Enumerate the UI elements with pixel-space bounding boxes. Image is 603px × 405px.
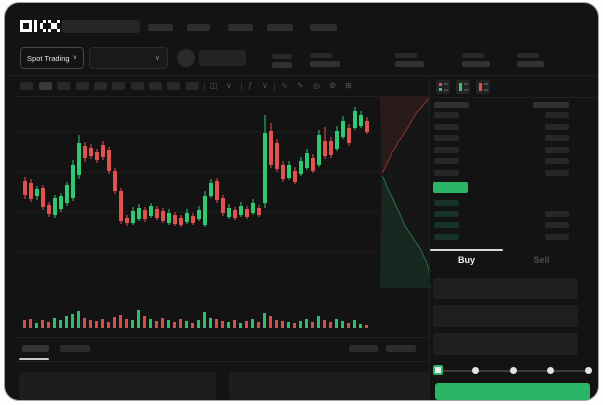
bottom-action-skeleton[interactable]	[386, 345, 416, 352]
toolbar-divider-line	[14, 96, 429, 97]
timeframe-pill-skeleton[interactable]	[186, 82, 199, 90]
bottom-tab-indicator	[19, 358, 49, 360]
order-book-row[interactable]	[434, 200, 569, 206]
app-window: Spot Trading ∨ ∨ ◫ ∨ ƒ ∨ ∿ ✎ ◎ ⚙ ⊞	[5, 3, 598, 400]
slider-stop[interactable]	[547, 367, 554, 374]
fullscreen-icon[interactable]: ⊞	[345, 81, 352, 90]
market-mode-button[interactable]: Spot Trading ∨	[20, 47, 84, 69]
order-book-row[interactable]	[434, 233, 569, 240]
line-tool-icon[interactable]: ∿	[281, 81, 288, 90]
order-book-row[interactable]	[434, 135, 569, 142]
orderbook-bids	[434, 200, 569, 240]
buy-submit-button[interactable]	[435, 383, 590, 400]
timeframe-pill-skeleton[interactable]	[57, 82, 70, 90]
order-book-row[interactable]	[434, 112, 569, 118]
orderbook-asks	[434, 112, 569, 176]
market-mode-label: Spot Trading	[27, 53, 70, 63]
indicators-chevron-icon[interactable]: ∨	[262, 81, 268, 90]
nav-item-skeleton[interactable]	[148, 24, 173, 31]
market-stat	[395, 53, 424, 67]
toolbar-divider	[204, 82, 205, 91]
okx-logo	[20, 20, 60, 32]
snapshot-icon[interactable]: ◎	[313, 81, 320, 90]
market-stat	[310, 53, 340, 67]
orderbook-view-combined-icon[interactable]	[436, 80, 450, 94]
chart-type-chevron-icon[interactable]: ∨	[226, 81, 232, 90]
chart-canvas[interactable]	[5, 3, 598, 400]
slider-stop[interactable]	[472, 367, 479, 374]
total-field-skeleton[interactable]	[433, 333, 578, 355]
timeframe-pill-skeleton[interactable]	[131, 82, 144, 90]
amount-slider-handle[interactable]	[433, 365, 443, 375]
slider-stop[interactable]	[584, 367, 592, 374]
market-stat	[517, 53, 544, 67]
pair-name-skeleton	[199, 50, 246, 66]
bottom-panel-right	[229, 372, 429, 400]
orderbook-header-divider	[430, 97, 598, 98]
orderbook-col-price-skeleton	[434, 102, 469, 108]
bottom-tab-skeleton[interactable]	[60, 345, 90, 352]
nav-item-skeleton[interactable]	[228, 24, 253, 31]
timeframe-pill-skeleton[interactable]	[112, 82, 125, 90]
bottom-action-skeleton[interactable]	[349, 345, 378, 352]
orderbook-view-asks-icon[interactable]	[476, 80, 490, 94]
orderbook-last-price[interactable]	[433, 182, 468, 193]
orderbook-view-bids-icon[interactable]	[456, 80, 470, 94]
chevron-down-icon: ∨	[72, 55, 77, 61]
nav-item-skeleton[interactable]	[267, 24, 293, 31]
draw-icon[interactable]: ✎	[297, 81, 304, 90]
indicators-icon[interactable]: ƒ	[248, 81, 253, 90]
toolbar-divider	[274, 82, 275, 91]
timeframe-pill-skeleton[interactable]	[39, 82, 52, 90]
order-book-row[interactable]	[434, 169, 569, 176]
timeframe-pill-skeleton[interactable]	[94, 82, 107, 90]
order-book-row[interactable]	[434, 211, 569, 218]
amount-field-skeleton[interactable]	[433, 305, 578, 327]
order-book-row[interactable]	[434, 146, 569, 153]
chart-type-icon[interactable]: ◫	[210, 81, 218, 90]
nav-item-skeleton[interactable]	[187, 24, 210, 31]
timeframe-pill-skeleton[interactable]	[20, 82, 33, 90]
order-book-row[interactable]	[434, 123, 569, 130]
settings-icon[interactable]: ⚙	[329, 81, 337, 90]
slider-stop[interactable]	[509, 367, 517, 374]
bottom-divider	[14, 361, 429, 362]
chart-bottom-divider	[14, 337, 429, 338]
timeframe-pill-skeleton[interactable]	[167, 82, 180, 90]
timeframe-pill-skeleton[interactable]	[76, 82, 89, 90]
orderbook-col-amount-skeleton	[533, 102, 569, 108]
price-field-skeleton[interactable]	[433, 278, 578, 299]
market-stat	[462, 53, 490, 67]
tab-buy[interactable]: Buy	[457, 255, 475, 265]
header-divider	[5, 75, 598, 76]
tab-sell[interactable]: Sell	[533, 255, 550, 265]
search-input[interactable]	[62, 20, 140, 33]
nav-item-skeleton[interactable]	[310, 24, 337, 31]
market-stat	[272, 54, 292, 68]
panel-divider	[429, 75, 430, 400]
bottom-tab-active-skeleton[interactable]	[22, 345, 49, 352]
order-book-row[interactable]	[434, 158, 569, 165]
timeframe-pill-skeleton[interactable]	[149, 82, 162, 90]
order-book-row[interactable]	[434, 222, 569, 229]
chevron-down-icon: ∨	[154, 55, 160, 62]
token-avatar[interactable]	[177, 49, 195, 67]
pair-selector-dropdown[interactable]: ∨	[89, 47, 168, 69]
bottom-panel-left	[19, 372, 216, 400]
buy-tab-indicator	[430, 249, 503, 251]
toolbar-divider	[241, 82, 242, 91]
